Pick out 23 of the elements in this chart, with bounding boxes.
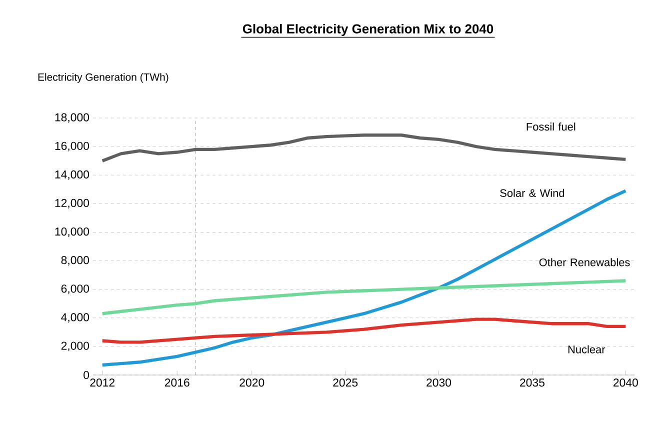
y-tick-label: 2,000: [61, 342, 90, 352]
x-tick-label: 2035: [520, 378, 544, 387]
x-tick-label: 2020: [240, 378, 264, 387]
y-tick-label: 10,000: [55, 227, 90, 237]
y-tick-label: 14,000: [55, 170, 90, 180]
series-label: Other Renewables: [539, 258, 630, 266]
y-tick-label: 6,000: [61, 284, 90, 294]
y-tick-label: 18,000: [55, 113, 90, 123]
x-tick-label: 2040: [613, 378, 638, 387]
series-label: Fossil fuel: [526, 122, 576, 131]
y-axis-title: Electricity Generation (TWh): [38, 73, 168, 83]
y-tick-label: 8,000: [61, 256, 90, 266]
text: Solar & Wind: [500, 188, 564, 197]
x-tick-label: 2025: [333, 378, 358, 387]
y-tick-label: 0: [84, 370, 90, 380]
x-tick-label: 2030: [426, 378, 452, 387]
y-tick-label: 12,000: [55, 198, 90, 208]
y-tick-label: 4,000: [61, 313, 90, 323]
x-tick-label: 2012: [90, 378, 115, 387]
x-tick-label: 2016: [164, 378, 190, 387]
series-label: Nuclear: [568, 345, 606, 354]
y-tick-label: 16,000: [55, 142, 90, 152]
chart-title: Global Electricity Generation Mix to 2040: [242, 24, 494, 36]
